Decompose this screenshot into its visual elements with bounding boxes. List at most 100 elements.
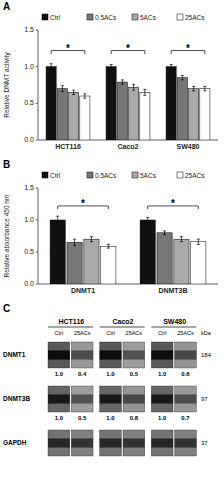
legend-label: 0.5ACs (95, 172, 117, 179)
lane-label: 25ACs (126, 330, 143, 336)
bars (46, 64, 210, 140)
error-bar (170, 64, 173, 68)
kda-label: 184 (201, 352, 212, 358)
blot-lane (151, 386, 173, 412)
legend: Ctrl0.5ACs5ACs25ACs (42, 14, 205, 21)
band-stripe (123, 350, 145, 359)
blot-lane (71, 342, 93, 368)
bar (67, 242, 82, 284)
error-bar (181, 75, 184, 79)
error-bar (203, 86, 206, 90)
y-axis-line (38, 30, 39, 140)
blot-lane (48, 386, 70, 412)
legend-swatch (42, 14, 48, 20)
data-label: 1.0 (158, 415, 167, 421)
group-label: Caco2 (112, 318, 133, 325)
band-stripe (175, 394, 197, 403)
blot-lane (71, 430, 93, 456)
blot-lane (151, 430, 173, 456)
legend-swatch (177, 172, 183, 178)
error-bar (72, 90, 75, 94)
x-tick-label: Caco2 (117, 143, 138, 150)
legend: Ctrl0.5ACs5ACs25ACs (42, 172, 205, 179)
annotations: *** (51, 43, 205, 55)
bar (106, 67, 116, 140)
bar (129, 87, 139, 140)
error-bar (197, 239, 200, 244)
y-tick-label: 0.0 (24, 136, 34, 143)
data-label: 1.0 (55, 371, 64, 377)
band-stripe (151, 350, 173, 359)
error-bar (180, 237, 183, 242)
error-bar (132, 84, 135, 90)
band-stripe (71, 350, 93, 359)
error-bar (90, 237, 93, 242)
kda-label: 97 (201, 396, 208, 402)
lane-label: 25ACs (74, 330, 91, 336)
kda-label: 37 (201, 440, 208, 446)
blot-lane (100, 430, 122, 456)
band-stripe (48, 394, 70, 403)
legend-swatch (87, 14, 93, 20)
row-label: DNMT3B (3, 395, 30, 402)
panel-title: A (3, 1, 10, 12)
legend-swatch (132, 14, 138, 20)
bar (69, 92, 79, 140)
legend-label: Ctrl (50, 14, 61, 21)
x-tick-label: SW480 (177, 143, 200, 150)
x-tick-label: DNMT1 (71, 287, 95, 294)
error-bar (50, 64, 53, 70)
bar (101, 246, 116, 284)
blot-panel: CHCT116Caco2SW480Ctrl25ACsCtrl25ACsCtrl2… (3, 303, 212, 456)
bar (140, 220, 155, 284)
legend-label: Ctrl (50, 172, 61, 179)
y-axis: 0.00.51.01.5 (24, 26, 218, 143)
bar (177, 78, 187, 140)
bar (189, 89, 199, 140)
y-tick-label: 1.0 (24, 63, 34, 70)
error-bar (143, 89, 146, 95)
y-axis: 0.00.51.01.5 (24, 184, 218, 287)
data-label: 1.0 (106, 371, 115, 377)
legend-swatch (42, 172, 48, 178)
data-label: 0.8 (130, 415, 139, 421)
legend-label: 0.5ACs (95, 14, 117, 21)
error-bar (163, 231, 166, 235)
x-tick-label: DNMT3B (158, 287, 187, 294)
error-bar (73, 239, 76, 245)
bar-panel: A0.00.51.01.5Relative DNMT activityHCT11… (3, 1, 218, 150)
y-tick-label: 0.5 (24, 99, 34, 106)
blot-lane (151, 342, 173, 368)
band-stripe (175, 438, 197, 447)
row-label: DNMT1 (3, 351, 26, 358)
lane-label: Ctrl (106, 330, 115, 336)
y-tick-label: 1.5 (24, 184, 34, 191)
y-tick-label: 0.0 (24, 280, 34, 287)
blot-lane (48, 430, 70, 456)
error-bar (61, 86, 64, 92)
blot-lane (48, 342, 70, 368)
bar (46, 67, 56, 140)
bar (200, 89, 210, 140)
annotation: * (81, 198, 85, 209)
bar (117, 82, 127, 140)
bars (50, 216, 206, 284)
blot-lane (100, 386, 122, 412)
data-label: 0.4 (78, 371, 87, 377)
bar (50, 220, 65, 284)
unit-label: kDa (201, 330, 212, 336)
annotation: * (126, 43, 130, 54)
lane-label: Ctrl (158, 330, 167, 336)
error-bar (110, 64, 113, 68)
blot-lane (71, 386, 93, 412)
error-bar (107, 244, 110, 248)
group-overline (151, 327, 196, 328)
group-label: SW480 (163, 318, 186, 325)
row-label: GAPDH (3, 439, 27, 446)
legend-label: 25ACs (185, 14, 205, 21)
data-label: 0.5 (130, 371, 139, 377)
legend-swatch (132, 172, 138, 178)
data-label: 1.0 (106, 415, 115, 421)
data-label: 0.6 (181, 371, 190, 377)
band-stripe (48, 438, 70, 447)
